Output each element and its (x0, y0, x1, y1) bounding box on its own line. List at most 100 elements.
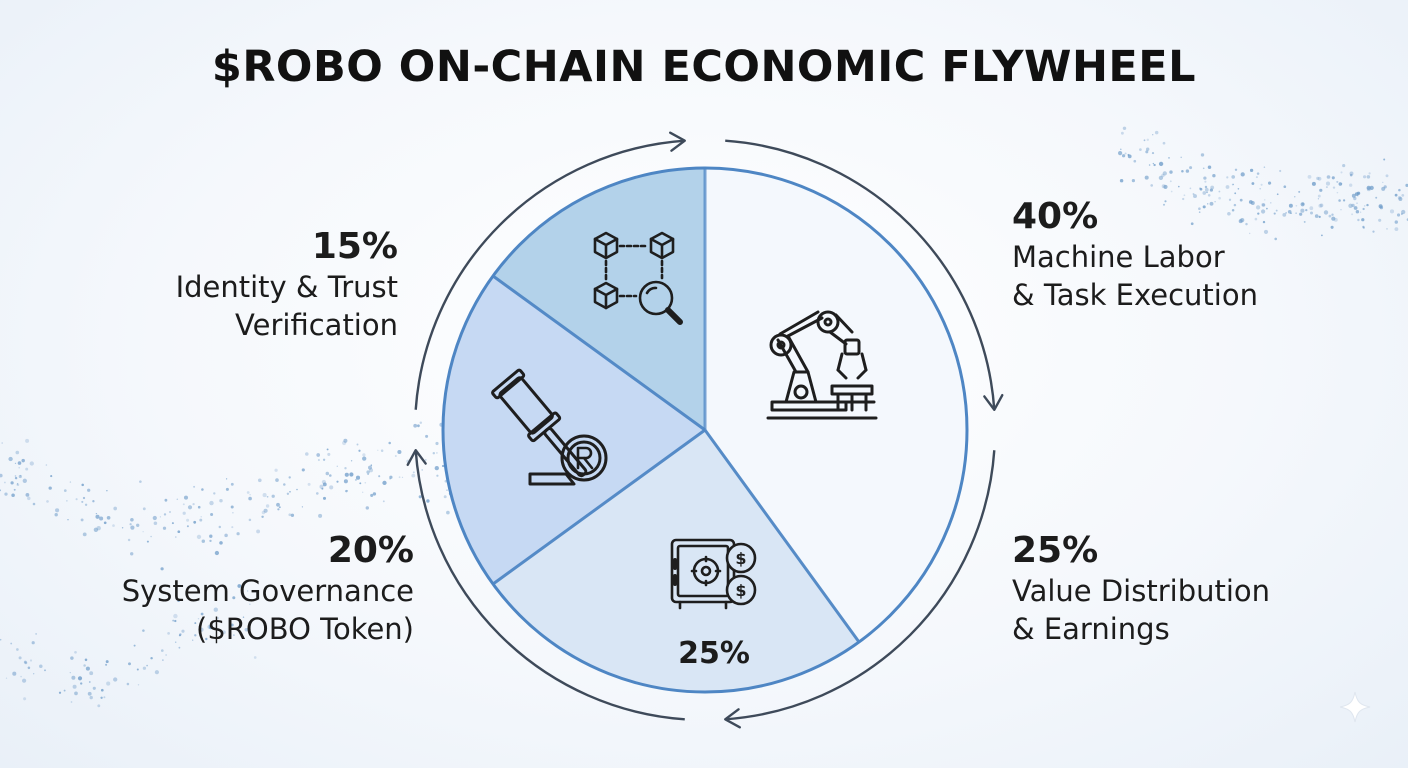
background-particle (77, 676, 83, 681)
background-particle (329, 485, 334, 490)
background-particle (142, 629, 145, 632)
background-particle (263, 508, 268, 513)
background-particle (1148, 164, 1151, 166)
background-particle (301, 506, 304, 508)
svg-text:$: $ (735, 549, 746, 568)
background-particle (55, 508, 60, 513)
background-particle (225, 478, 228, 480)
background-particle (242, 616, 245, 618)
background-particle (286, 492, 290, 495)
background-particle (4, 492, 8, 496)
arrowhead-icon (983, 393, 1004, 411)
background-particle (142, 507, 146, 511)
background-particle (1361, 218, 1365, 222)
background-particle (92, 500, 95, 503)
background-particle (1366, 185, 1371, 191)
callout-percent: 25% (1012, 530, 1099, 571)
background-particle (367, 473, 369, 475)
pie-inner-label: 25% (678, 636, 750, 671)
background-particle (1356, 202, 1358, 205)
background-particle (171, 522, 174, 525)
background-particle (209, 500, 214, 506)
background-particle (1389, 209, 1395, 214)
background-particle (67, 519, 69, 521)
background-particle (142, 666, 147, 670)
background-particle (368, 468, 374, 473)
background-particle (137, 684, 140, 686)
background-particle (1261, 203, 1266, 207)
background-particle (343, 479, 348, 484)
background-particle (436, 474, 439, 477)
background-particle (85, 666, 90, 671)
background-particle (87, 691, 92, 696)
background-particle (288, 513, 292, 517)
background-particle (66, 500, 68, 502)
background-particle (0, 638, 2, 641)
background-particle (1273, 212, 1276, 215)
background-particle (276, 502, 280, 507)
background-particle (1319, 188, 1323, 192)
background-particle (1385, 174, 1389, 178)
background-particle (365, 506, 369, 510)
background-particle (364, 481, 367, 484)
background-particle (29, 659, 33, 662)
pie-slice-identity-trust (493, 168, 705, 430)
background-particle (63, 489, 67, 492)
background-particle (1394, 220, 1398, 224)
background-particle (1268, 181, 1272, 185)
background-particle (315, 492, 319, 495)
background-particle (46, 500, 49, 503)
background-particle (1386, 228, 1388, 230)
background-particle (164, 498, 168, 502)
background-particle (87, 488, 91, 492)
background-particle (322, 496, 327, 500)
background-particle (1331, 216, 1336, 221)
background-particle (174, 619, 177, 623)
background-particle (196, 534, 202, 540)
background-particle (1231, 183, 1234, 186)
background-particle (99, 516, 104, 521)
background-particle (382, 480, 387, 486)
background-particle (1139, 148, 1142, 151)
pie-slice-system-governance (443, 276, 705, 584)
background-particle (201, 488, 204, 491)
background-particle (113, 506, 118, 511)
background-particle (192, 639, 194, 641)
background-particle (1168, 157, 1170, 159)
background-particle (418, 495, 422, 499)
background-particle (1152, 162, 1154, 165)
background-particle (1326, 175, 1331, 179)
background-particle (129, 523, 132, 526)
background-particle (18, 656, 22, 660)
background-particle (1303, 220, 1306, 223)
background-particle (1348, 203, 1353, 208)
arrowhead-icon (724, 708, 742, 729)
background-particle (17, 461, 22, 465)
background-particle (0, 473, 3, 478)
background-particle (233, 634, 235, 636)
background-particle (1382, 181, 1384, 184)
background-particle (19, 475, 22, 477)
background-particle (194, 634, 197, 637)
background-particle (1338, 182, 1343, 186)
background-particle (201, 539, 206, 543)
background-particle (177, 530, 181, 534)
background-particle (182, 511, 186, 515)
background-particle (1255, 176, 1258, 179)
background-particle (1249, 232, 1251, 235)
background-particle (1118, 151, 1123, 156)
background-particle (237, 584, 242, 588)
background-particle (95, 512, 98, 515)
background-particle (1158, 161, 1164, 167)
background-particle (136, 523, 140, 527)
background-particle (1185, 169, 1190, 173)
background-particle (8, 456, 13, 462)
background-particle (1206, 203, 1209, 205)
background-particle (182, 503, 185, 506)
background-particle (322, 482, 327, 487)
background-particle (199, 518, 203, 522)
background-particle (1127, 154, 1132, 159)
background-particle (244, 628, 249, 632)
background-particle (1379, 205, 1384, 210)
background-particle (23, 660, 27, 664)
